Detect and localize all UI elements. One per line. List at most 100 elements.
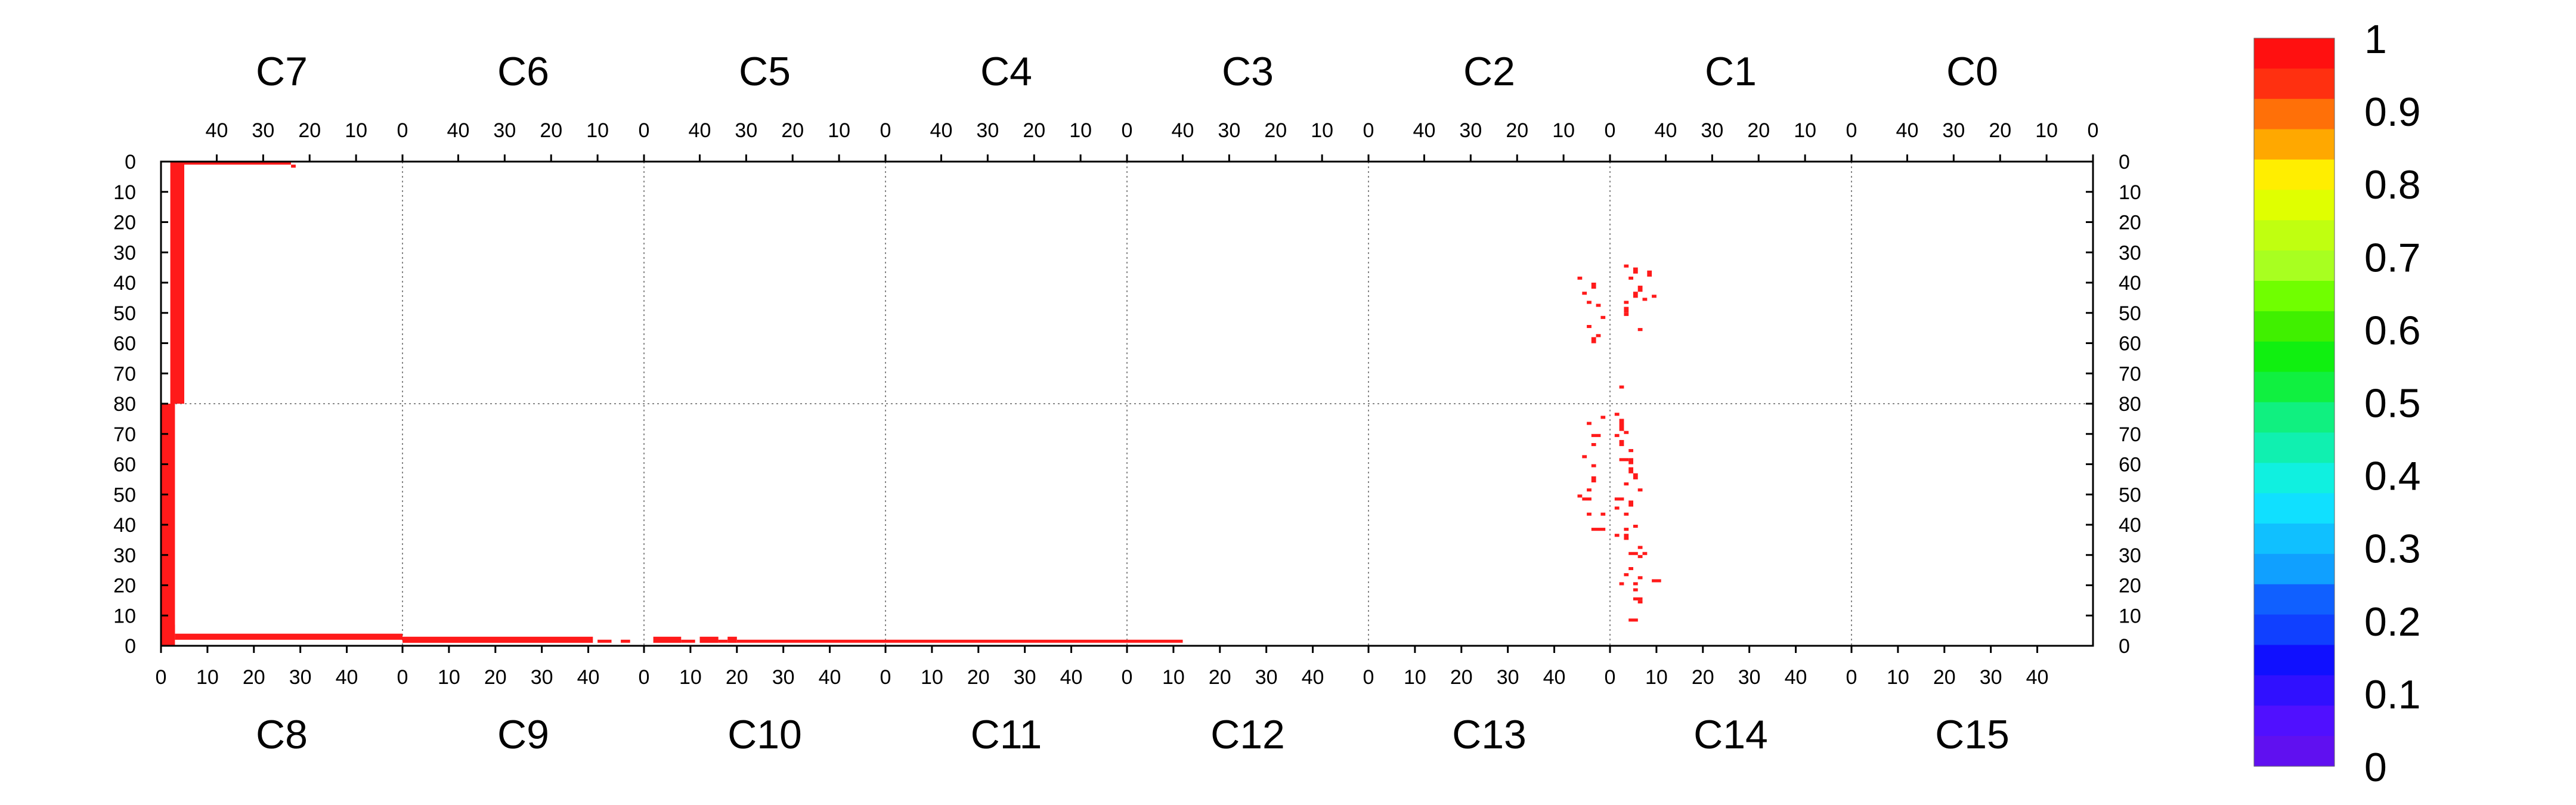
hit-pixel — [1633, 525, 1638, 528]
hit-pixel — [1577, 276, 1583, 280]
hit-pixel — [1577, 494, 1583, 498]
colorbar-segment — [2254, 705, 2334, 736]
y-tick-label-right: 60 — [2119, 333, 2141, 355]
colorbar-segment — [2254, 129, 2334, 160]
y-tick-label-right: 40 — [2119, 514, 2141, 537]
colorbar-segment — [2254, 311, 2334, 342]
hit-pixel — [1624, 534, 1629, 540]
colorbar-frame — [2253, 38, 2335, 767]
colorbar-tick-label: 0.1 — [2364, 672, 2421, 717]
hit-pixel — [1619, 582, 1624, 586]
hit-pixel — [1633, 582, 1638, 586]
y-tick-label-right: 0 — [2119, 151, 2130, 174]
y-tick-label-right: 50 — [2119, 302, 2141, 325]
hit-pixel — [621, 639, 630, 643]
colorbar-segment — [2254, 584, 2334, 615]
colorbar-segment — [2254, 190, 2334, 221]
top-chip-label: C4 — [980, 49, 1032, 94]
hit-pixel — [886, 639, 1127, 643]
bottom-tick-label: 30 — [289, 666, 312, 689]
top-tick-label: 40 — [206, 119, 228, 142]
y-tick-label-right: 0 — [2119, 635, 2130, 658]
hit-pixel — [1619, 439, 1624, 447]
hit-pixel — [1637, 546, 1643, 549]
y-tick-label-left: 70 — [113, 363, 136, 385]
colorbar-segment — [2254, 614, 2334, 646]
colorbar-tick-label: 0.2 — [2364, 599, 2421, 645]
colorbar-segment — [2254, 432, 2334, 463]
colorbar-tick-label: 0 — [2364, 745, 2387, 790]
hit-pixel — [1647, 270, 1652, 277]
top-tick-label: 0 — [639, 119, 650, 142]
top-tick-label: 0 — [397, 119, 408, 142]
colorbar-segment — [2254, 281, 2334, 312]
hit-pixel — [1633, 292, 1638, 298]
top-tick-label: 10 — [345, 119, 367, 142]
colorbar-tick-label: 0.8 — [2364, 162, 2421, 208]
hit-pixel — [291, 165, 296, 168]
top-tick-label: 10 — [1311, 119, 1333, 142]
hit-pixel — [1614, 497, 1624, 501]
top-tick-label: 0 — [880, 119, 891, 142]
top-tick-label: 0 — [1363, 119, 1374, 142]
bottom-chip-label: C13 — [1452, 712, 1527, 757]
bottom-tick-label: 20 — [243, 666, 265, 689]
hit-pixel — [1637, 488, 1643, 492]
bottom-tick-label: 20 — [484, 666, 507, 689]
y-tick-label-right: 20 — [2119, 212, 2141, 234]
hit-pixel — [1582, 292, 1587, 295]
hit-pixel — [1633, 473, 1638, 479]
colorbar-tick-label: 0.4 — [2364, 454, 2421, 499]
top-chip-label: C3 — [1222, 49, 1274, 94]
y-tick-label-left: 10 — [113, 605, 136, 627]
hit-pixel — [1633, 597, 1643, 600]
y-tick-label-right: 30 — [2119, 242, 2141, 264]
bottom-tick-label: 10 — [196, 666, 219, 689]
hit-pixel — [1628, 276, 1633, 280]
bottom-tick-label: 30 — [1014, 666, 1036, 689]
bottom-tick-label: 40 — [2026, 666, 2049, 689]
hit-pixel — [1614, 434, 1620, 437]
y-tick-label-right: 10 — [2119, 605, 2141, 627]
bottom-tick-label: 0 — [156, 666, 167, 689]
hit-pixel — [1127, 639, 1183, 643]
hit-pixel — [1591, 434, 1601, 437]
plot-area — [161, 162, 2093, 646]
hit-pixel — [1587, 301, 1592, 304]
hit-pixel — [699, 636, 719, 643]
colorbar-segment — [2254, 675, 2334, 706]
hit-pixel — [1614, 506, 1620, 510]
colorbar-tick-label: 0.6 — [2364, 308, 2421, 353]
bottom-chip-label: C12 — [1210, 712, 1285, 757]
hit-pixel — [1591, 337, 1596, 343]
hit-pixel — [402, 636, 593, 643]
hit-pixel — [1600, 416, 1606, 419]
colorbar-tick-label: 0.3 — [2364, 527, 2421, 572]
hit-pixel — [1600, 512, 1606, 516]
hit-pixel — [1587, 325, 1592, 329]
top-tick-label: 40 — [930, 119, 953, 142]
y-tick-label-right: 70 — [2119, 423, 2141, 446]
hit-pixel — [1628, 467, 1633, 473]
y-tick-label-right: 70 — [2119, 363, 2141, 385]
hit-pixel — [1596, 304, 1601, 307]
bottom-tick-label: 40 — [1543, 666, 1566, 689]
colorbar-segment — [2254, 98, 2334, 130]
hit-pixel — [718, 639, 728, 643]
colorbar-segment — [2254, 68, 2334, 100]
hit-pixel — [184, 162, 291, 165]
top-tick-label: 10 — [2035, 119, 2058, 142]
colorbar-tick-label: 0.9 — [2364, 89, 2421, 135]
bottom-tick-label: 20 — [1450, 666, 1473, 689]
bottom-tick-label: 30 — [1980, 666, 2002, 689]
hit-pixel — [170, 162, 184, 404]
y-tick-label-right: 80 — [2119, 393, 2141, 416]
colorbar-segment — [2254, 38, 2334, 69]
bottom-tick-label: 0 — [1605, 666, 1616, 689]
bottom-tick-label: 0 — [880, 666, 891, 689]
hit-pixel — [1652, 295, 1657, 298]
colorbar-segment — [2254, 341, 2334, 373]
y-tick-label-left: 30 — [113, 544, 136, 567]
bottom-tick-label: 30 — [1255, 666, 1278, 689]
top-chip-label: C7 — [256, 49, 308, 94]
